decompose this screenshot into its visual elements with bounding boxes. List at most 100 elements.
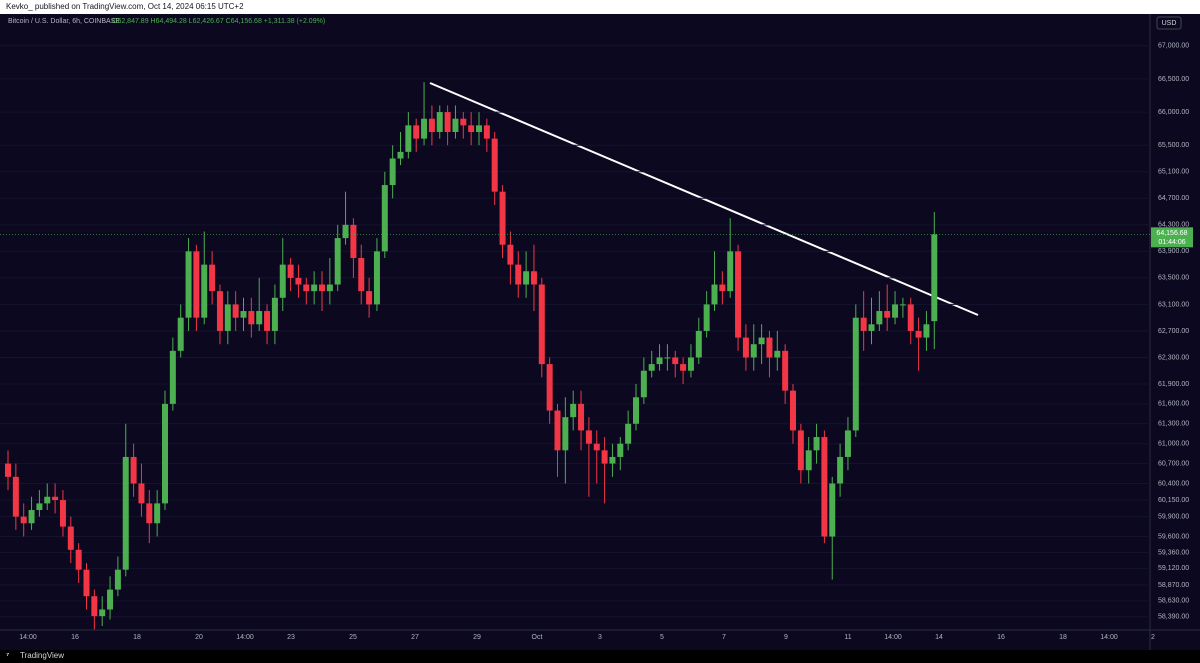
x-tick-label: 14	[935, 634, 943, 641]
x-tick-label: 27	[411, 634, 419, 641]
candle-body	[209, 264, 216, 292]
y-tick-label: 67,000.00	[1158, 43, 1189, 50]
x-tick-label: 7	[722, 634, 726, 641]
y-tick-label: 59,600.00	[1158, 533, 1189, 540]
currency[interactable]: USD	[1162, 20, 1177, 27]
y-tick-label: 59,120.00	[1158, 565, 1189, 572]
candle-body	[868, 324, 875, 331]
candle-body	[452, 118, 459, 132]
y-tick-label: 63,900.00	[1158, 248, 1189, 255]
candle-body	[444, 112, 451, 132]
y-tick-label: 61,600.00	[1158, 401, 1189, 408]
candle-body	[52, 496, 59, 501]
header-bar	[0, 0, 1200, 14]
candle-body	[107, 589, 114, 610]
candle-body	[130, 456, 137, 484]
y-tick-label: 59,900.00	[1158, 513, 1189, 520]
candle-body	[122, 456, 129, 570]
candle-body	[656, 357, 663, 365]
candle-body	[538, 284, 545, 365]
candle-body	[162, 403, 168, 504]
candle-body	[680, 364, 687, 371]
y-tick-label: 60,150.00	[1158, 497, 1189, 504]
candle-body	[546, 364, 553, 411]
candle-body	[609, 456, 616, 464]
candle-body	[342, 224, 349, 239]
candle-body	[640, 370, 647, 398]
candle-body	[381, 185, 388, 252]
y-tick-label: 66,000.00	[1158, 109, 1189, 116]
candle-body	[232, 304, 239, 318]
candle-body	[633, 397, 639, 424]
x-tick-label: 23	[287, 634, 295, 641]
x-tick-label: 18	[133, 634, 141, 641]
marks	[0, 45, 1150, 630]
candle-body	[530, 271, 537, 285]
x-tick-label: 2	[1151, 634, 1155, 641]
candle-body	[899, 304, 906, 306]
candle-body	[570, 403, 577, 418]
candle-body	[91, 596, 98, 617]
candle-body	[36, 503, 43, 511]
candle-body	[138, 483, 145, 504]
symbol: Bitcoin / U.S. Dollar, 6h, COINBASE	[8, 18, 120, 25]
candle-body	[719, 284, 726, 292]
y-tick-label: 65,100.00	[1158, 169, 1189, 176]
trend-line	[429, 82, 979, 316]
y-tick-label: 66,500.00	[1158, 76, 1189, 83]
y-tick-label: 60,400.00	[1158, 480, 1189, 487]
candle-body	[915, 330, 922, 338]
currency-box[interactable]	[1156, 16, 1182, 30]
candle-body	[797, 430, 804, 471]
y-tick-label: 63,500.00	[1158, 275, 1189, 282]
candle-body	[28, 510, 35, 524]
candle-body	[821, 437, 828, 537]
candle-body	[837, 456, 844, 484]
x-tick-label: 14:00	[884, 634, 902, 641]
candle-body	[373, 251, 380, 305]
candle-body	[515, 264, 522, 285]
candle-body	[491, 138, 498, 192]
x-tick-label: 18	[1059, 634, 1067, 641]
candle-body	[12, 476, 19, 517]
candle-body	[648, 364, 655, 371]
candle-body	[766, 337, 773, 358]
candle-body	[562, 417, 569, 451]
x-tick-label: 16	[71, 634, 79, 641]
candle-body	[758, 337, 765, 345]
candle-body	[248, 311, 255, 325]
candle-body	[279, 264, 286, 298]
candle-body	[923, 324, 930, 338]
x-tick-label: 25	[349, 634, 357, 641]
candle-body	[892, 304, 899, 318]
candle-body	[813, 437, 820, 451]
candle-body	[287, 264, 294, 278]
y-tick-label: 58,390.00	[1158, 614, 1189, 621]
footer-text: TradingView	[20, 651, 64, 660]
candle-body	[224, 304, 231, 331]
candle-body	[75, 549, 82, 570]
candle-body	[169, 350, 176, 404]
candle-body	[216, 291, 223, 331]
candle-body	[311, 284, 318, 292]
candle-body	[483, 125, 490, 139]
y-tick-label: 58,870.00	[1158, 582, 1189, 589]
candle-body	[476, 125, 482, 132]
candle-body	[860, 317, 867, 331]
x-tick-label: 9	[784, 634, 788, 641]
candle-body	[185, 251, 192, 318]
x-tick-label: 14:00	[19, 634, 37, 641]
x-tick-label: 14:00	[1100, 634, 1118, 641]
candle-body	[428, 118, 435, 132]
x-tick-label: 11	[844, 634, 851, 641]
candle-body	[20, 516, 27, 524]
candle-body	[672, 357, 679, 365]
candle-body	[295, 277, 302, 285]
candle-body	[852, 317, 859, 431]
candle-body	[727, 251, 734, 292]
last-price-box	[1151, 227, 1193, 248]
candle-body	[413, 125, 420, 139]
candle-body	[326, 284, 333, 292]
